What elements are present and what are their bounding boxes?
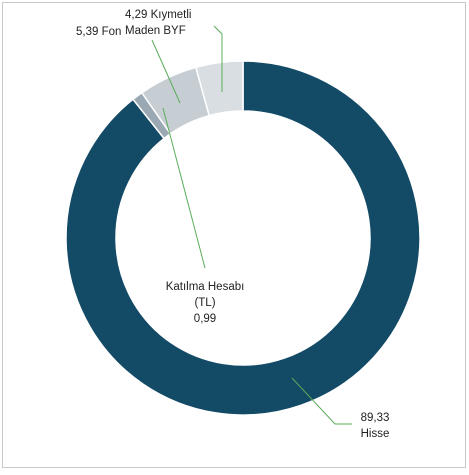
label-fon: 5,39 Fon [76, 24, 121, 40]
category-label: Hisse [360, 428, 390, 440]
category-label: Kıymetli Maden BYF [125, 9, 192, 37]
category-label: Katılma Hesabı (TL) [165, 281, 245, 309]
label-hisse: 89,33 Hisse [350, 410, 400, 442]
frame [2, 2, 466, 468]
category-label: Fon [101, 26, 122, 38]
value-label: 89,33 [360, 412, 390, 424]
leader-line [291, 377, 352, 425]
value-label: 4,29 [125, 9, 148, 21]
label-katilma: Katılma Hesabı (TL) 0,99 [155, 279, 255, 327]
label-kiymetli: 4,29 Kıymetli Maden BYF [125, 7, 207, 39]
leader-line [213, 25, 223, 92]
value-label: 0,99 [193, 313, 217, 325]
donut-segment [194, 60, 244, 117]
value-label: 5,39 [76, 26, 99, 38]
leader-line [162, 107, 206, 269]
donut-segment [65, 60, 421, 416]
leader-line [151, 39, 181, 104]
